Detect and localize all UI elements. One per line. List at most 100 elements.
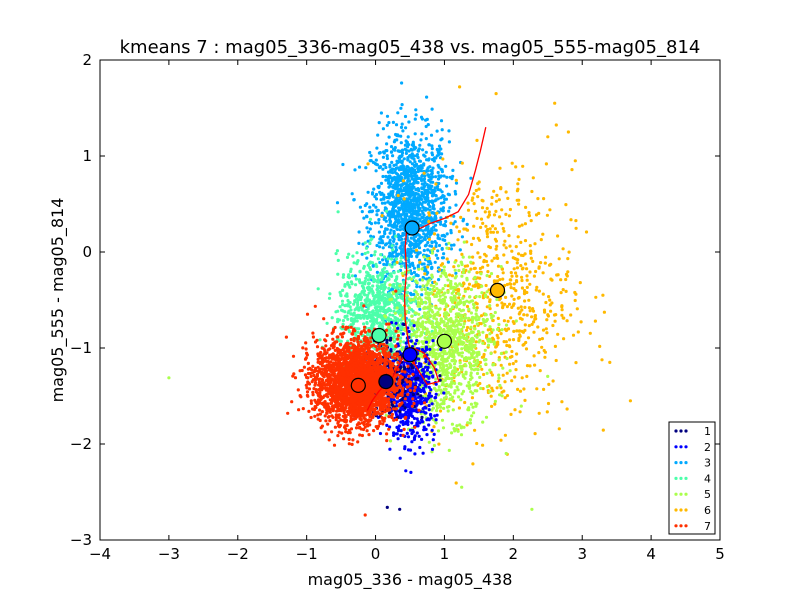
series-6-point [465, 328, 469, 332]
series-3-point [425, 95, 429, 99]
series-6-point [501, 226, 505, 231]
series-6-point [499, 386, 503, 390]
series-3-point [377, 166, 382, 170]
series-6-point [366, 162, 370, 166]
series-3-point [454, 271, 458, 275]
series-6-point [535, 387, 539, 391]
series-6-point [541, 328, 546, 332]
series-5-point [436, 429, 441, 433]
series-4-point [407, 318, 411, 322]
series-5-point [504, 350, 508, 354]
series-3-point [437, 243, 442, 248]
series-3-point [409, 247, 413, 251]
series-6-point [536, 197, 540, 201]
series-4-point [357, 279, 362, 283]
series-1-point [402, 322, 406, 327]
series-6-point [478, 381, 482, 386]
series-5-point [447, 241, 451, 245]
series-6-point [478, 255, 482, 259]
series-5-point [470, 414, 474, 418]
series-3-point [408, 210, 412, 214]
series-4-point [325, 321, 329, 325]
series-3-point [417, 242, 421, 247]
series-3-point [435, 147, 439, 152]
series-4-point [349, 317, 354, 321]
series-5-point [474, 294, 478, 299]
series-5-point [465, 276, 469, 280]
series-4-point [355, 319, 359, 323]
series-3-point [372, 187, 376, 191]
series-4-point [353, 299, 357, 303]
series-4-point [399, 289, 403, 293]
series-4-point [371, 316, 375, 321]
series-5-point [434, 377, 438, 381]
series-3-point [385, 156, 389, 161]
series-4-point [388, 313, 392, 317]
series-3-point [402, 222, 406, 226]
series-3-point [377, 221, 381, 225]
series-3-point [418, 219, 422, 223]
series-6-point [439, 263, 443, 267]
series-4-point [394, 234, 398, 238]
series-6-point [508, 207, 512, 212]
series-3-point [388, 163, 392, 167]
series-2-point [439, 347, 443, 352]
series-6-point [537, 411, 541, 415]
series-6-point [561, 288, 565, 292]
series-4-point [356, 298, 360, 302]
series-5-point [455, 323, 459, 327]
series-5-point [411, 298, 415, 302]
series-6-point [482, 355, 486, 359]
series-6-point [519, 264, 523, 268]
series-5-point [452, 427, 456, 431]
series-3-point [425, 117, 429, 121]
series-4-point [389, 332, 393, 336]
series-6-point [574, 219, 578, 223]
series-4-point [406, 290, 410, 294]
series-3-point [452, 243, 456, 247]
series-3-point [424, 137, 428, 141]
series-5-point [444, 316, 448, 320]
series-2-point [408, 428, 413, 432]
series-2-point [398, 456, 402, 460]
series-5-point [485, 290, 489, 294]
series-3-point [412, 174, 416, 178]
series-3-point [360, 210, 364, 214]
series-3-point [395, 191, 399, 195]
series-3-point [385, 114, 390, 118]
series-3-point [392, 239, 396, 243]
series-4-point [382, 293, 386, 297]
series-6-point [534, 213, 539, 217]
series-6-point [460, 252, 464, 256]
series-6-point [475, 302, 479, 306]
series-3-point [418, 143, 422, 147]
series-4-point [393, 298, 398, 302]
series-5-point [390, 297, 394, 301]
series-3-point [440, 170, 444, 174]
series-6-point [593, 319, 598, 323]
series-2-point [401, 332, 405, 336]
series-2-point [433, 396, 437, 400]
series-6-point [471, 255, 475, 259]
series-6-point [475, 216, 479, 220]
series-6-point [492, 213, 497, 217]
series-6-point [493, 350, 497, 354]
series-5-point [453, 342, 457, 346]
series-3-point [365, 226, 369, 230]
series-3-point [396, 235, 400, 239]
series-3-point [416, 238, 420, 242]
series-3-point [420, 262, 424, 266]
series-5-point [430, 308, 434, 313]
series-4-point [396, 269, 400, 273]
series-5-point [454, 298, 458, 302]
series-4-point [366, 250, 370, 254]
series-3-point [406, 193, 410, 197]
series-3-point [422, 184, 427, 188]
series-5-point [480, 284, 484, 288]
series-5-point [435, 287, 439, 291]
series-6-point [543, 310, 547, 314]
series-6-point [564, 277, 568, 282]
series-2-point [424, 365, 428, 369]
series-6-point [523, 328, 527, 332]
series-6-point [516, 187, 520, 191]
